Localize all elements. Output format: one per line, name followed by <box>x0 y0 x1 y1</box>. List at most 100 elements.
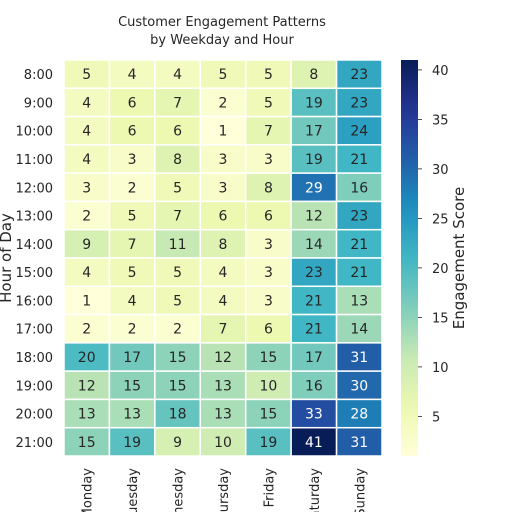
chart-title-line-2: by Weekday and Hour <box>150 33 294 48</box>
heatmap-cell <box>290 144 338 174</box>
heatmap-cell-value: 28 <box>350 407 368 423</box>
heatmap-cell <box>154 87 202 118</box>
heatmap-cell-value: 10 <box>214 435 232 451</box>
y-tick-label: 18:00 <box>16 351 53 366</box>
heatmap-cell-value: 2 <box>128 180 137 196</box>
heatmap-cell-value: 4 <box>82 95 91 111</box>
y-tick-label: 13:00 <box>16 210 53 225</box>
heatmap-cell-value: 17 <box>305 350 323 366</box>
heatmap-cell <box>335 426 383 457</box>
heatmap-cell-value: 4 <box>173 67 182 83</box>
y-tick-labels: 8:00 9:00 10:00 11:00 12:00 13:00 14:00 15:00 16… <box>16 68 53 451</box>
heatmap-cell <box>154 172 202 203</box>
heatmap-cell-value: 14 <box>305 237 323 253</box>
heatmap-cell-value: 20 <box>78 350 96 366</box>
heatmap-cell-value: 7 <box>219 322 228 338</box>
heatmap-cell-value: 4 <box>128 293 137 309</box>
heatmap-cell-value: 8 <box>219 237 228 253</box>
heatmap-cell-value: 13 <box>214 407 232 423</box>
heatmap-cell-value: 6 <box>128 124 137 140</box>
heatmap-cell <box>335 257 383 288</box>
heatmap-cell <box>244 115 292 146</box>
heatmap-cell-value: 16 <box>350 180 368 196</box>
heatmap-cell-value: 2 <box>82 322 91 338</box>
heatmap-cell-value: 23 <box>350 95 368 111</box>
heatmap-cell-value: 21 <box>305 322 323 338</box>
colorbar-tick-label: 35 <box>432 113 449 128</box>
y-tick-label: 16:00 <box>16 294 53 309</box>
heatmap-cell-value: 5 <box>128 209 137 225</box>
heatmap-cell-value: 24 <box>350 124 368 140</box>
heatmap-cell-value: 15 <box>123 378 141 394</box>
heatmap-cell-value: 15 <box>260 407 278 423</box>
heatmap-cell-value: 7 <box>264 124 273 140</box>
heatmap-cell-value: 5 <box>264 95 273 111</box>
heatmap-cell <box>63 426 111 457</box>
heatmap-cell-value: 19 <box>123 435 141 451</box>
heatmap-cell-value: 5 <box>173 180 182 196</box>
heatmap-cell <box>154 115 202 146</box>
heatmap-cell-value: 21 <box>305 293 323 309</box>
x-tick-label: Wednesday <box>172 468 187 512</box>
heatmap-cell <box>244 398 292 429</box>
x-tick-label: Saturday <box>308 468 323 512</box>
heatmap-cell-value: 10 <box>260 378 278 394</box>
x-tick-label: Friday <box>262 468 277 508</box>
heatmap-cell <box>154 398 202 429</box>
y-tick-label: 21:00 <box>16 436 53 451</box>
heatmap-cell-value: 23 <box>350 209 368 225</box>
heatmap-cell <box>244 313 292 344</box>
heatmap-cell <box>290 257 338 288</box>
heatmap-cell <box>154 342 202 372</box>
heatmap-cell-value: 5 <box>219 67 228 83</box>
heatmap-cell <box>335 313 383 344</box>
heatmap-cell-value: 14 <box>350 322 368 338</box>
y-tick-label: 20:00 <box>16 408 53 423</box>
heatmap-cell-value: 23 <box>350 67 368 83</box>
heatmap-cell-value: 16 <box>305 378 323 394</box>
heatmap-cell <box>63 87 111 118</box>
x-tick-label: Monday <box>81 468 96 512</box>
heatmap-cell <box>108 370 156 401</box>
heatmap-cell-value: 31 <box>350 350 368 366</box>
y-tick-label: 12:00 <box>16 181 53 196</box>
heatmap-cell <box>63 398 111 429</box>
heatmap-cell-value: 6 <box>219 209 228 225</box>
heatmap-cell <box>244 342 292 372</box>
heatmap-cell <box>63 370 111 401</box>
heatmap-cell <box>244 257 292 288</box>
heatmap-cell-value: 2 <box>82 209 91 225</box>
heatmap-cell-value: 15 <box>169 350 187 366</box>
chart-title-line-1: Customer Engagement Patterns <box>118 15 326 30</box>
heatmap-cell-value: 7 <box>173 95 182 111</box>
heatmap-cell-value: 4 <box>82 124 91 140</box>
heatmap-cell-labels: 5 4 4 5 5 8 234 6 7 2 5 19 234 6 6 1 7 17 244 3 8 3 3 19 213 2 5 3 8… <box>78 67 368 451</box>
heatmap-cell-value: 5 <box>173 265 182 281</box>
heatmap-cell <box>335 370 383 401</box>
heatmap-cell <box>290 115 338 146</box>
heatmap-cell-value: 1 <box>82 293 91 309</box>
heatmap-cell <box>335 398 383 429</box>
y-tick-label: 8:00 <box>24 68 53 83</box>
heatmap-cell <box>63 172 111 203</box>
heatmap-cell <box>199 228 247 259</box>
heatmap-cell-value: 6 <box>264 322 273 338</box>
heatmap-cell <box>63 257 111 288</box>
heatmap-cell-value: 19 <box>305 152 323 168</box>
heatmap-cell-value: 13 <box>214 378 232 394</box>
heatmap-cell <box>63 200 111 231</box>
heatmap-cell <box>154 285 202 316</box>
heatmap-cell-value: 4 <box>219 293 228 309</box>
heatmap-cell-value: 5 <box>173 293 182 309</box>
heatmap-cell <box>108 342 156 372</box>
heatmap-cell-value: 15 <box>260 350 278 366</box>
y-tick-label: 17:00 <box>16 323 53 338</box>
heatmap-cell-value: 6 <box>173 124 182 140</box>
x-tick-label: Sunday <box>353 468 368 512</box>
heatmap-cell-value: 2 <box>219 95 228 111</box>
heatmap-cell <box>108 426 156 457</box>
heatmap-cell-value: 13 <box>123 407 141 423</box>
colorbar-label: Engagement Score <box>450 187 468 329</box>
heatmap-cell-value: 3 <box>264 265 273 281</box>
heatmap-cell <box>199 370 247 401</box>
